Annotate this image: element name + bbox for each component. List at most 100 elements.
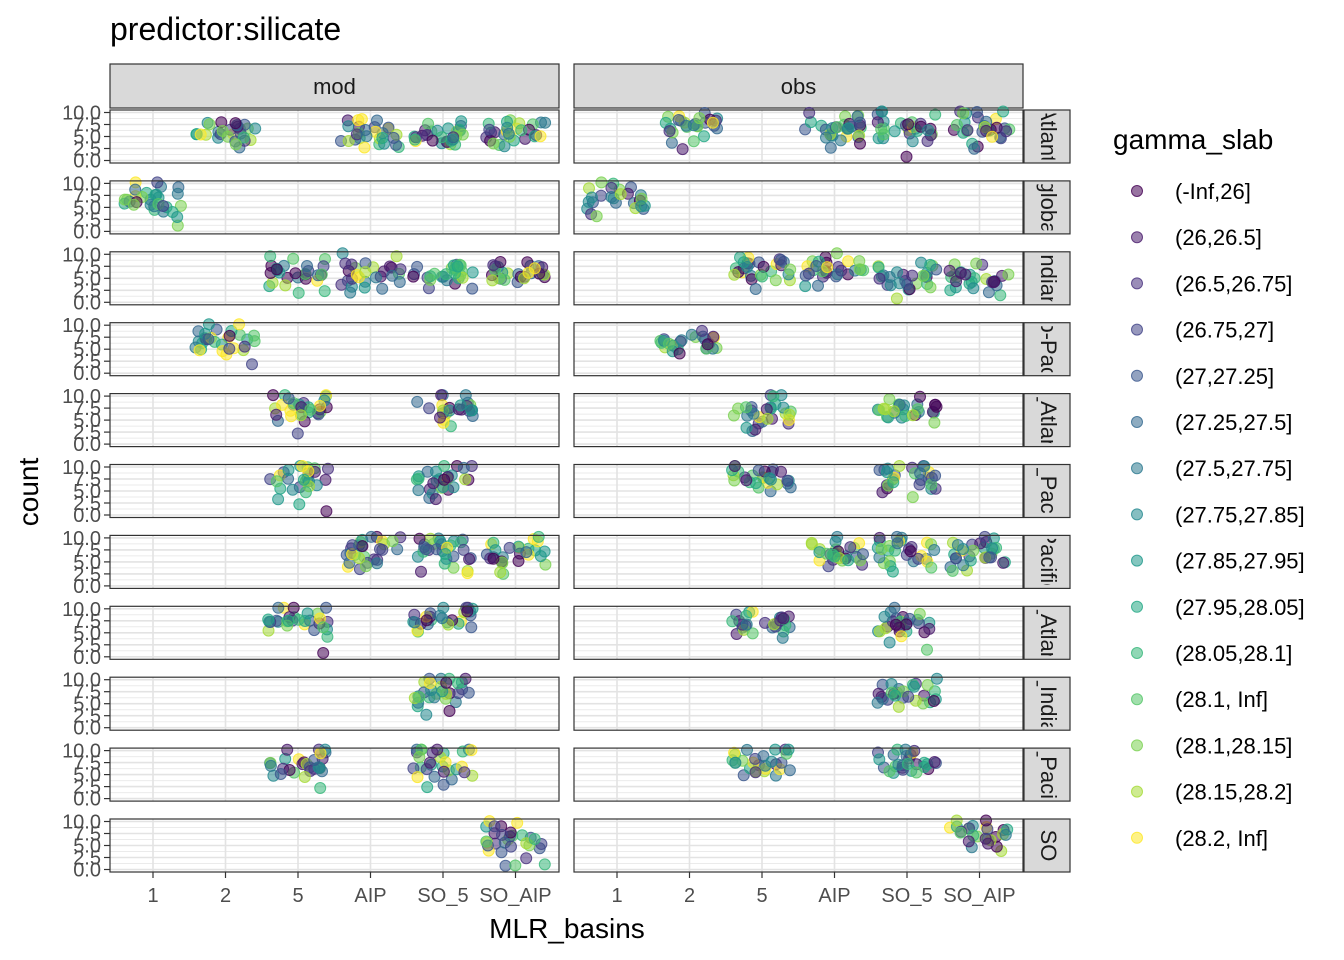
data-point [673, 347, 686, 360]
data-point [413, 751, 426, 763]
y-tick-label: 0.0 [73, 647, 101, 669]
data-point [676, 143, 689, 156]
column-strip-label: mod [313, 74, 356, 99]
data-point [906, 269, 919, 282]
data-point [980, 814, 992, 827]
data-point [534, 130, 547, 143]
data-point [281, 743, 294, 756]
data-point [928, 416, 941, 429]
data-point [342, 120, 355, 133]
legend-item-label: (27.25,27.5] [1175, 410, 1292, 435]
row-strip-label: Atlanti [1036, 106, 1061, 167]
legend-key [1131, 600, 1143, 613]
legend-key [1131, 416, 1143, 428]
data-point [285, 410, 298, 423]
data-point [873, 272, 886, 285]
x-tick-label: 5 [292, 885, 303, 907]
data-point [924, 281, 937, 294]
y-tick-label: 10.0 [62, 103, 101, 125]
data-point [783, 764, 796, 777]
y-tick-label: 0.0 [73, 860, 101, 882]
chart-title: predictor:silicate [110, 11, 341, 47]
data-point [466, 266, 479, 279]
data-point [812, 279, 824, 292]
row-strip-label: Indian [1036, 248, 1061, 308]
data-point [889, 618, 902, 631]
y-tick-label: 7.5 [73, 115, 101, 137]
data-point [595, 176, 608, 189]
data-point [728, 268, 741, 281]
data-point [891, 537, 904, 550]
data-point [423, 402, 436, 415]
data-point [127, 198, 140, 211]
row-strip-label: _Atlan [1036, 601, 1061, 664]
row-strip [1023, 534, 1071, 590]
legend-key [1131, 693, 1143, 706]
data-point [769, 743, 782, 756]
data-point [457, 461, 470, 474]
data-point [266, 276, 279, 289]
data-point [590, 210, 603, 223]
data-point [978, 530, 991, 543]
data-point [877, 128, 890, 141]
data-point [512, 555, 525, 567]
data-point [831, 121, 844, 134]
data-point [983, 551, 996, 564]
data-point [685, 328, 698, 341]
legend-key [1131, 369, 1143, 382]
data-point [728, 474, 741, 487]
data-point [429, 493, 442, 506]
y-tick-label: 0.0 [73, 718, 101, 740]
data-point [871, 696, 884, 709]
data-point [426, 134, 439, 147]
data-point [304, 403, 317, 416]
data-point [1002, 268, 1015, 281]
data-point [431, 743, 444, 756]
y-tick-label: 10.0 [62, 812, 101, 834]
panel-points [264, 743, 479, 794]
panel-points [263, 247, 551, 299]
data-point [917, 269, 930, 282]
data-point [883, 271, 896, 283]
data-point [834, 134, 847, 147]
data-point [424, 756, 436, 769]
data-point [822, 560, 835, 573]
data-point [438, 460, 451, 472]
data-point [387, 131, 400, 144]
row-strip-label: _Paci [1036, 462, 1061, 518]
x-tick-label: SO_AIP [479, 885, 551, 907]
data-point [962, 835, 975, 848]
data-point [386, 269, 399, 282]
data-point [289, 267, 302, 280]
row-strip-label: SO [1036, 830, 1061, 862]
data-point [503, 541, 516, 554]
data-point [171, 211, 184, 223]
data-point [339, 257, 352, 270]
data-point [805, 536, 818, 549]
data-point [698, 130, 710, 143]
data-point [971, 106, 983, 118]
data-point [783, 408, 796, 421]
data-point [534, 550, 547, 563]
data-point [487, 259, 500, 272]
data-point [999, 828, 1012, 841]
data-point [749, 283, 762, 295]
data-point [299, 486, 312, 499]
legend-key [1131, 508, 1143, 521]
data-point [777, 612, 790, 625]
data-point [151, 176, 164, 189]
y-tick-label: 2.5 [73, 139, 101, 161]
legend-item-label: (27.95,28.05] [1175, 595, 1305, 620]
data-point [282, 392, 295, 405]
data-point [929, 469, 942, 482]
data-point [901, 758, 914, 770]
data-point [740, 401, 752, 414]
data-point [496, 828, 508, 841]
data-point [842, 122, 855, 135]
data-point [893, 460, 906, 472]
y-tick-label: 5.0 [73, 481, 101, 503]
data-point [887, 476, 900, 489]
data-point [883, 636, 896, 649]
data-point [844, 541, 857, 554]
y-tick-label: 5.0 [73, 765, 101, 787]
